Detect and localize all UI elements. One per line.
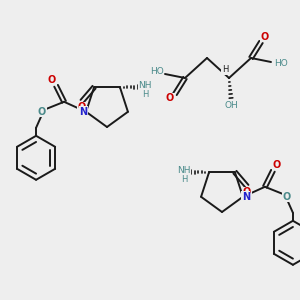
- Text: HO: HO: [150, 68, 164, 76]
- Text: H: H: [222, 65, 228, 74]
- Text: O: O: [243, 187, 251, 197]
- Text: NH: NH: [138, 81, 152, 90]
- Text: H: H: [181, 175, 187, 184]
- Text: H: H: [142, 90, 148, 99]
- Text: N: N: [242, 192, 250, 202]
- Text: NH: NH: [177, 166, 191, 175]
- Text: O: O: [38, 107, 46, 117]
- Text: N: N: [79, 107, 87, 117]
- Text: O: O: [261, 32, 269, 42]
- Text: O: O: [273, 160, 281, 170]
- Text: HO: HO: [274, 58, 288, 68]
- Text: O: O: [48, 75, 56, 85]
- Text: O: O: [283, 192, 291, 202]
- Text: O: O: [166, 93, 174, 103]
- Text: O: O: [78, 102, 86, 112]
- Text: OH: OH: [224, 101, 238, 110]
